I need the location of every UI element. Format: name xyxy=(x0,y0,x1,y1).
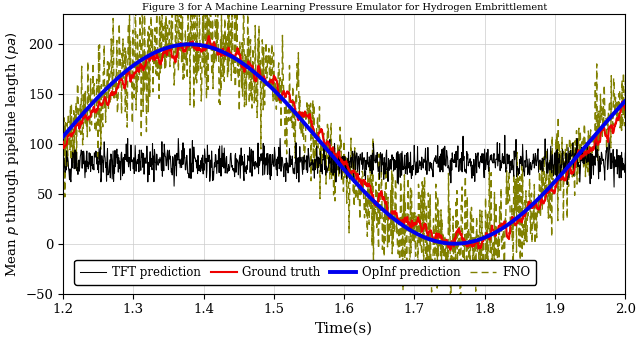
TFT prediction xyxy=(610,185,618,189)
OpInf prediction xyxy=(249,69,257,73)
Legend: TFT prediction, Ground truth, OpInf prediction, FNO: TFT prediction, Ground truth, OpInf pred… xyxy=(74,260,536,285)
OpInf prediction xyxy=(451,242,459,246)
Ground truth xyxy=(621,108,629,112)
Line: OpInf prediction: OpInf prediction xyxy=(63,44,625,244)
Ground truth xyxy=(447,248,454,252)
OpInf prediction xyxy=(621,99,629,103)
TFT prediction xyxy=(59,172,67,176)
X-axis label: Time(s): Time(s) xyxy=(315,322,373,336)
Ground truth xyxy=(249,67,257,71)
Ground truth xyxy=(154,55,161,59)
TFT prediction xyxy=(154,162,161,166)
FNO xyxy=(367,206,374,210)
Line: TFT prediction: TFT prediction xyxy=(63,135,625,187)
Ground truth xyxy=(134,65,141,69)
Line: Ground truth: Ground truth xyxy=(63,36,625,250)
Text: Figure 3 for A Machine Learning Pressure Emulator for Hydrogen Embrittlement: Figure 3 for A Machine Learning Pressure… xyxy=(141,3,547,12)
Ground truth xyxy=(355,176,363,181)
TFT prediction xyxy=(134,157,141,162)
FNO xyxy=(355,193,363,197)
FNO xyxy=(303,108,311,112)
OpInf prediction xyxy=(355,184,363,188)
FNO xyxy=(249,46,257,50)
OpInf prediction xyxy=(59,135,67,139)
OpInf prediction xyxy=(134,61,141,65)
FNO xyxy=(59,130,67,134)
OpInf prediction xyxy=(367,196,374,200)
FNO xyxy=(134,33,141,37)
TFT prediction xyxy=(355,154,362,158)
Ground truth xyxy=(303,114,311,118)
TFT prediction xyxy=(248,165,256,169)
OpInf prediction xyxy=(186,42,193,46)
Y-axis label: Mean $p$ through pipeline length $(pa)$: Mean $p$ through pipeline length $(pa)$ xyxy=(4,31,21,277)
Line: FNO: FNO xyxy=(63,0,625,335)
Ground truth xyxy=(59,140,67,144)
TFT prediction xyxy=(303,154,310,158)
OpInf prediction xyxy=(154,49,161,53)
TFT prediction xyxy=(501,133,509,137)
TFT prediction xyxy=(366,169,374,173)
Ground truth xyxy=(205,34,212,38)
OpInf prediction xyxy=(303,124,311,129)
FNO xyxy=(621,79,629,83)
TFT prediction xyxy=(621,151,629,155)
FNO xyxy=(457,333,465,337)
FNO xyxy=(154,45,161,49)
Ground truth xyxy=(367,185,374,189)
